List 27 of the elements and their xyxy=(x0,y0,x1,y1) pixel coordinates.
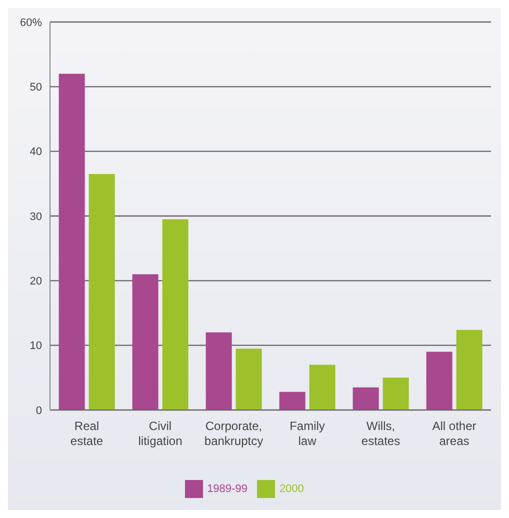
y-tick-label: 20 xyxy=(30,276,42,288)
x-tick-label: Civil litigation xyxy=(138,419,182,448)
y-tick-label: 50 xyxy=(30,82,42,94)
x-tick-label: Corporate, bankruptcy xyxy=(204,419,264,448)
x-tick-label: Real estate xyxy=(70,419,104,448)
bar xyxy=(279,392,306,410)
bar xyxy=(426,352,452,410)
bar xyxy=(382,378,409,410)
bar xyxy=(132,274,158,410)
bar xyxy=(456,330,482,410)
bar xyxy=(352,387,379,410)
y-tick-label: 60% xyxy=(20,16,42,29)
bar xyxy=(162,219,188,410)
x-tick-label: Wills, estates xyxy=(361,419,400,448)
y-tick-label: 0 xyxy=(36,404,42,417)
legend-label: 2000 xyxy=(279,482,304,495)
y-tick-label: 10 xyxy=(30,340,42,352)
x-tick-label: Family law xyxy=(290,419,325,448)
bar xyxy=(236,348,262,410)
bar xyxy=(88,174,115,410)
y-tick-label: 40 xyxy=(30,146,42,158)
bar xyxy=(309,364,336,410)
bar xyxy=(58,74,85,410)
y-tick-label: 30 xyxy=(30,210,42,223)
x-tick-label: All other areas xyxy=(432,419,476,448)
bar xyxy=(206,332,232,410)
legend-label: 1989-99 xyxy=(207,482,248,495)
